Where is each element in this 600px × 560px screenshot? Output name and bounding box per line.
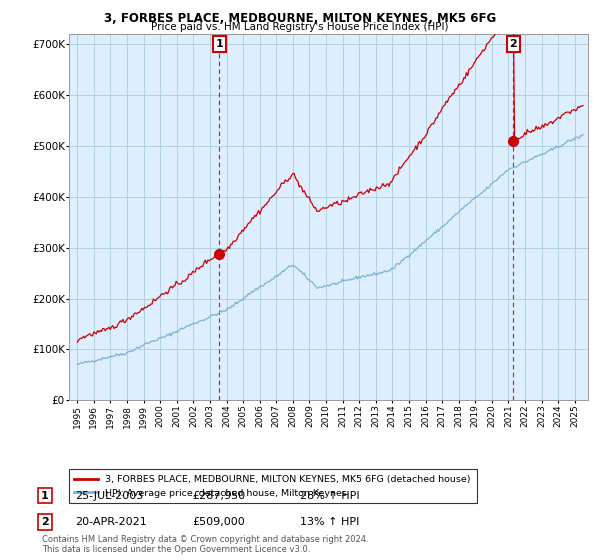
Text: 13% ↑ HPI: 13% ↑ HPI <box>300 517 359 527</box>
Legend: 3, FORBES PLACE, MEDBOURNE, MILTON KEYNES, MK5 6FG (detached house), HPI: Averag: 3, FORBES PLACE, MEDBOURNE, MILTON KEYNE… <box>68 469 476 503</box>
Text: 3, FORBES PLACE, MEDBOURNE, MILTON KEYNES, MK5 6FG: 3, FORBES PLACE, MEDBOURNE, MILTON KEYNE… <box>104 12 496 25</box>
Text: 1: 1 <box>41 491 49 501</box>
Text: Price paid vs. HM Land Registry's House Price Index (HPI): Price paid vs. HM Land Registry's House … <box>151 22 449 32</box>
Text: Contains HM Land Registry data © Crown copyright and database right 2024.
This d: Contains HM Land Registry data © Crown c… <box>42 535 368 554</box>
Text: £509,000: £509,000 <box>192 517 245 527</box>
Text: 2: 2 <box>509 39 517 49</box>
Text: 20-APR-2021: 20-APR-2021 <box>75 517 147 527</box>
Text: 25-JUL-2003: 25-JUL-2003 <box>75 491 143 501</box>
Text: £287,950: £287,950 <box>192 491 245 501</box>
Text: 28% ↑ HPI: 28% ↑ HPI <box>300 491 359 501</box>
Text: 1: 1 <box>215 39 223 49</box>
Text: 2: 2 <box>41 517 49 527</box>
